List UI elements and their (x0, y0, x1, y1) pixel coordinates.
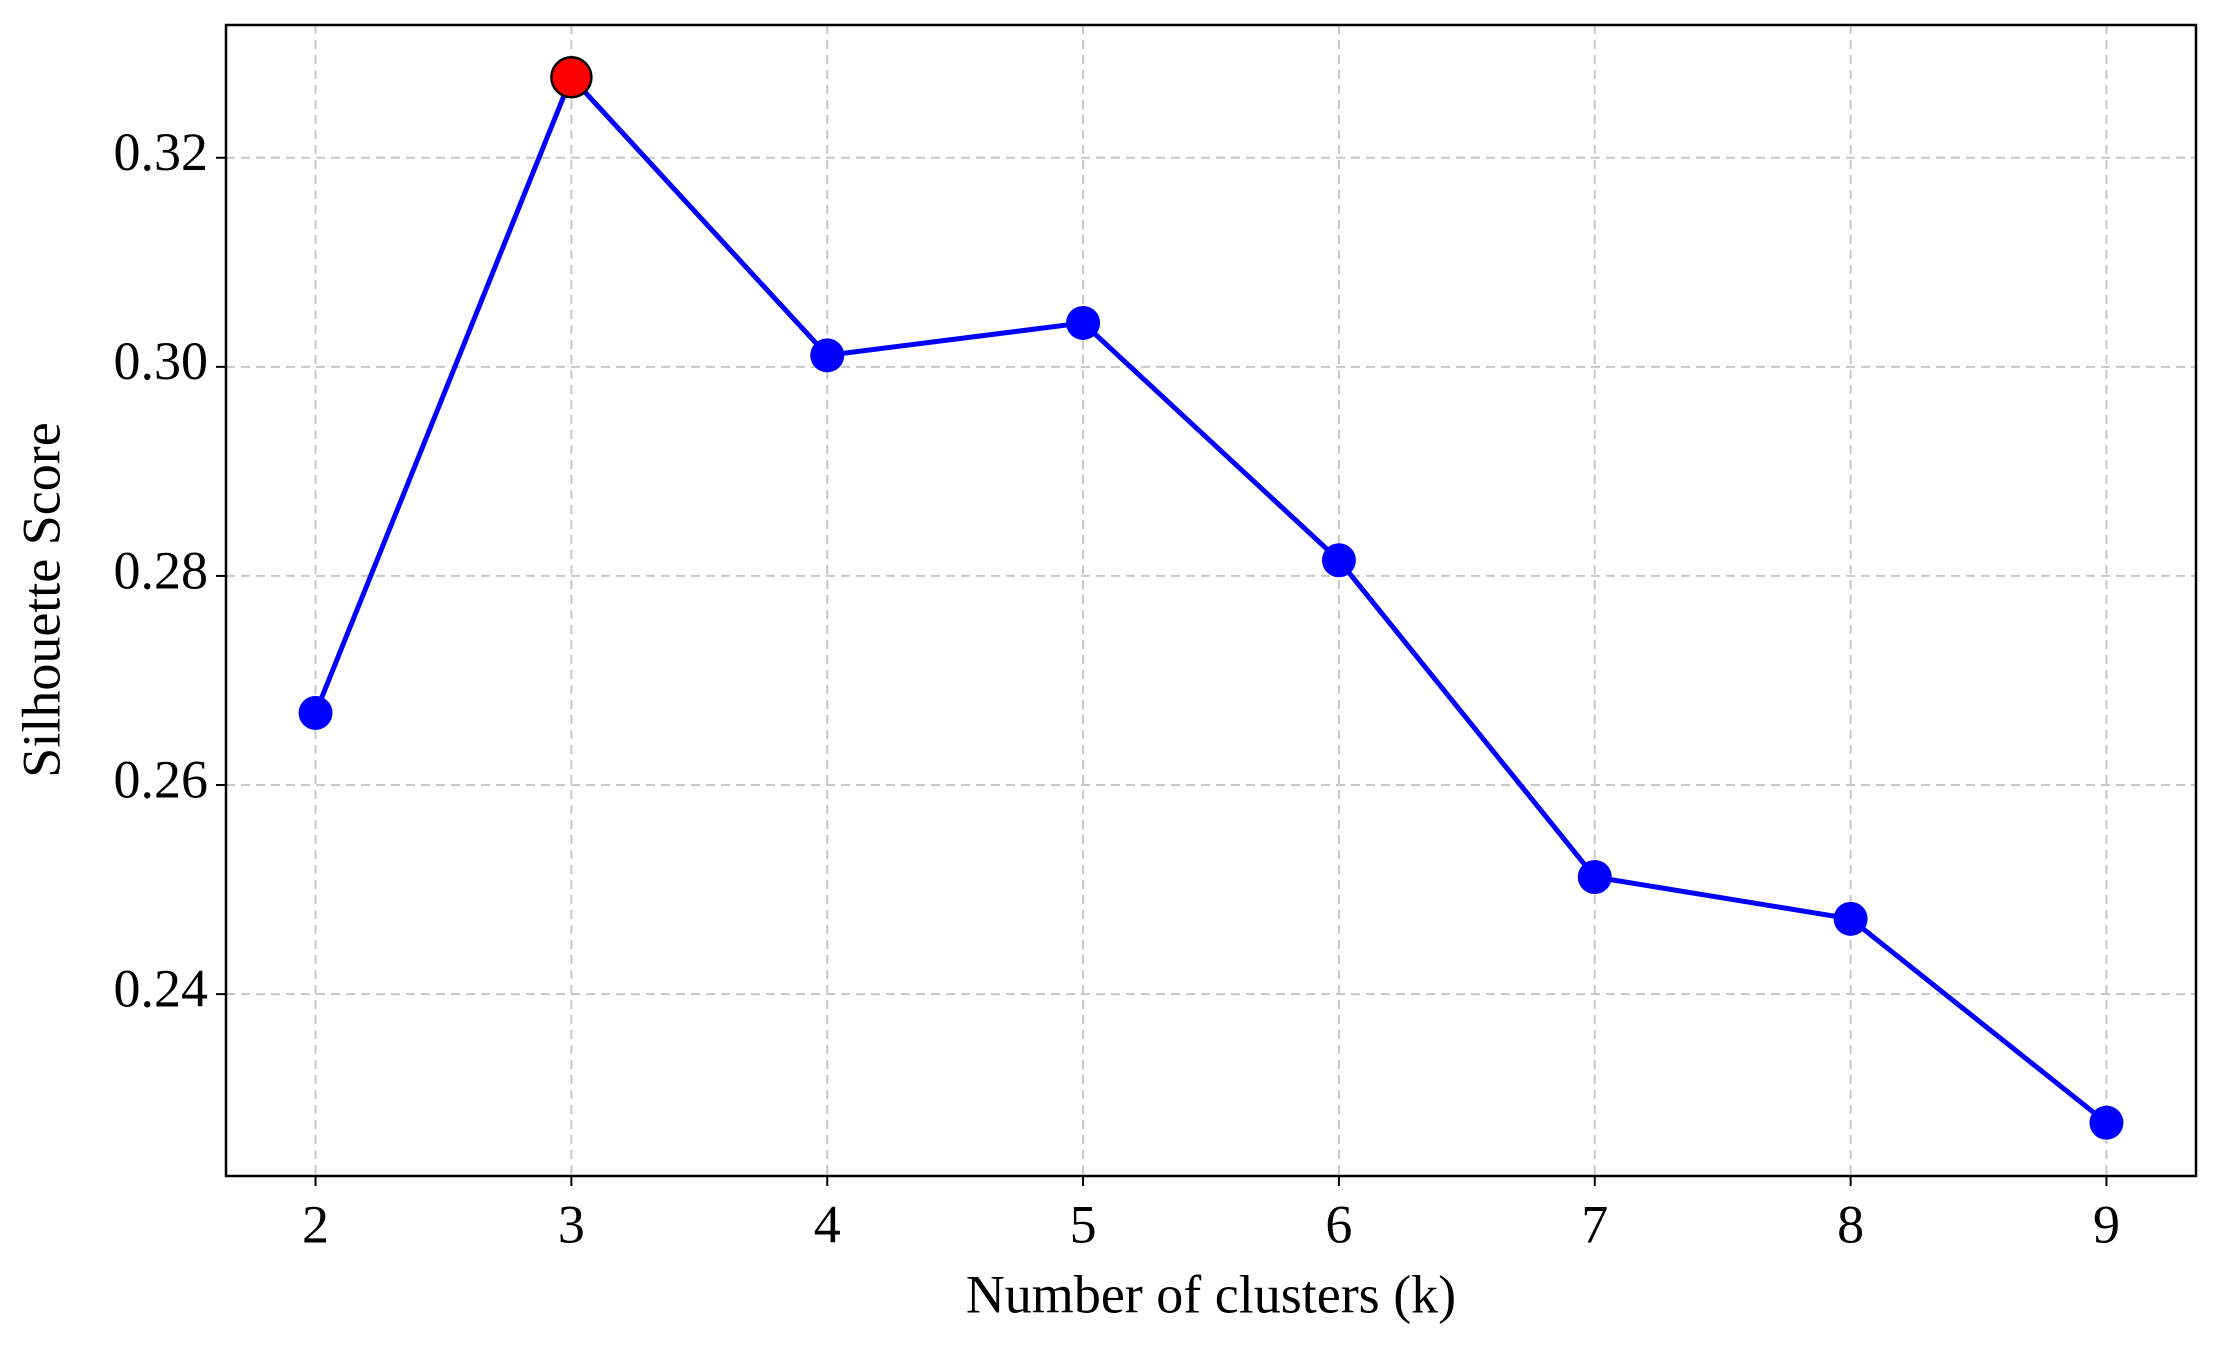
y-tick-label: 0.32 (114, 122, 209, 182)
y-tick-label: 0.24 (114, 958, 209, 1018)
y-tick-label: 0.26 (114, 749, 209, 809)
point (550, 56, 593, 99)
point (1321, 543, 1356, 578)
point (298, 695, 333, 730)
y-axis-label: Silhouette Score (11, 422, 71, 777)
x-tick-label: 2 (302, 1194, 329, 1254)
x-tick-label: 5 (1070, 1194, 1097, 1254)
point (810, 338, 845, 373)
x-tick-label: 4 (814, 1194, 841, 1254)
x-axis-label: Number of clusters (k) (966, 1264, 1456, 1324)
point (1577, 860, 1612, 895)
point (2089, 1105, 2124, 1140)
x-tick-label: 6 (1325, 1194, 1352, 1254)
x-tick-label: 8 (1837, 1194, 1864, 1254)
x-tick-label: 3 (558, 1194, 585, 1254)
point (1066, 305, 1101, 340)
plot-frame (224, 23, 2198, 1178)
y-tick-label: 0.28 (114, 540, 209, 600)
y-tick-label: 0.30 (114, 331, 209, 391)
line (313, 72, 2109, 1125)
x-tick-label: 7 (1581, 1194, 1608, 1254)
x-tick-label: 9 (2093, 1194, 2120, 1254)
point (1833, 901, 1868, 936)
